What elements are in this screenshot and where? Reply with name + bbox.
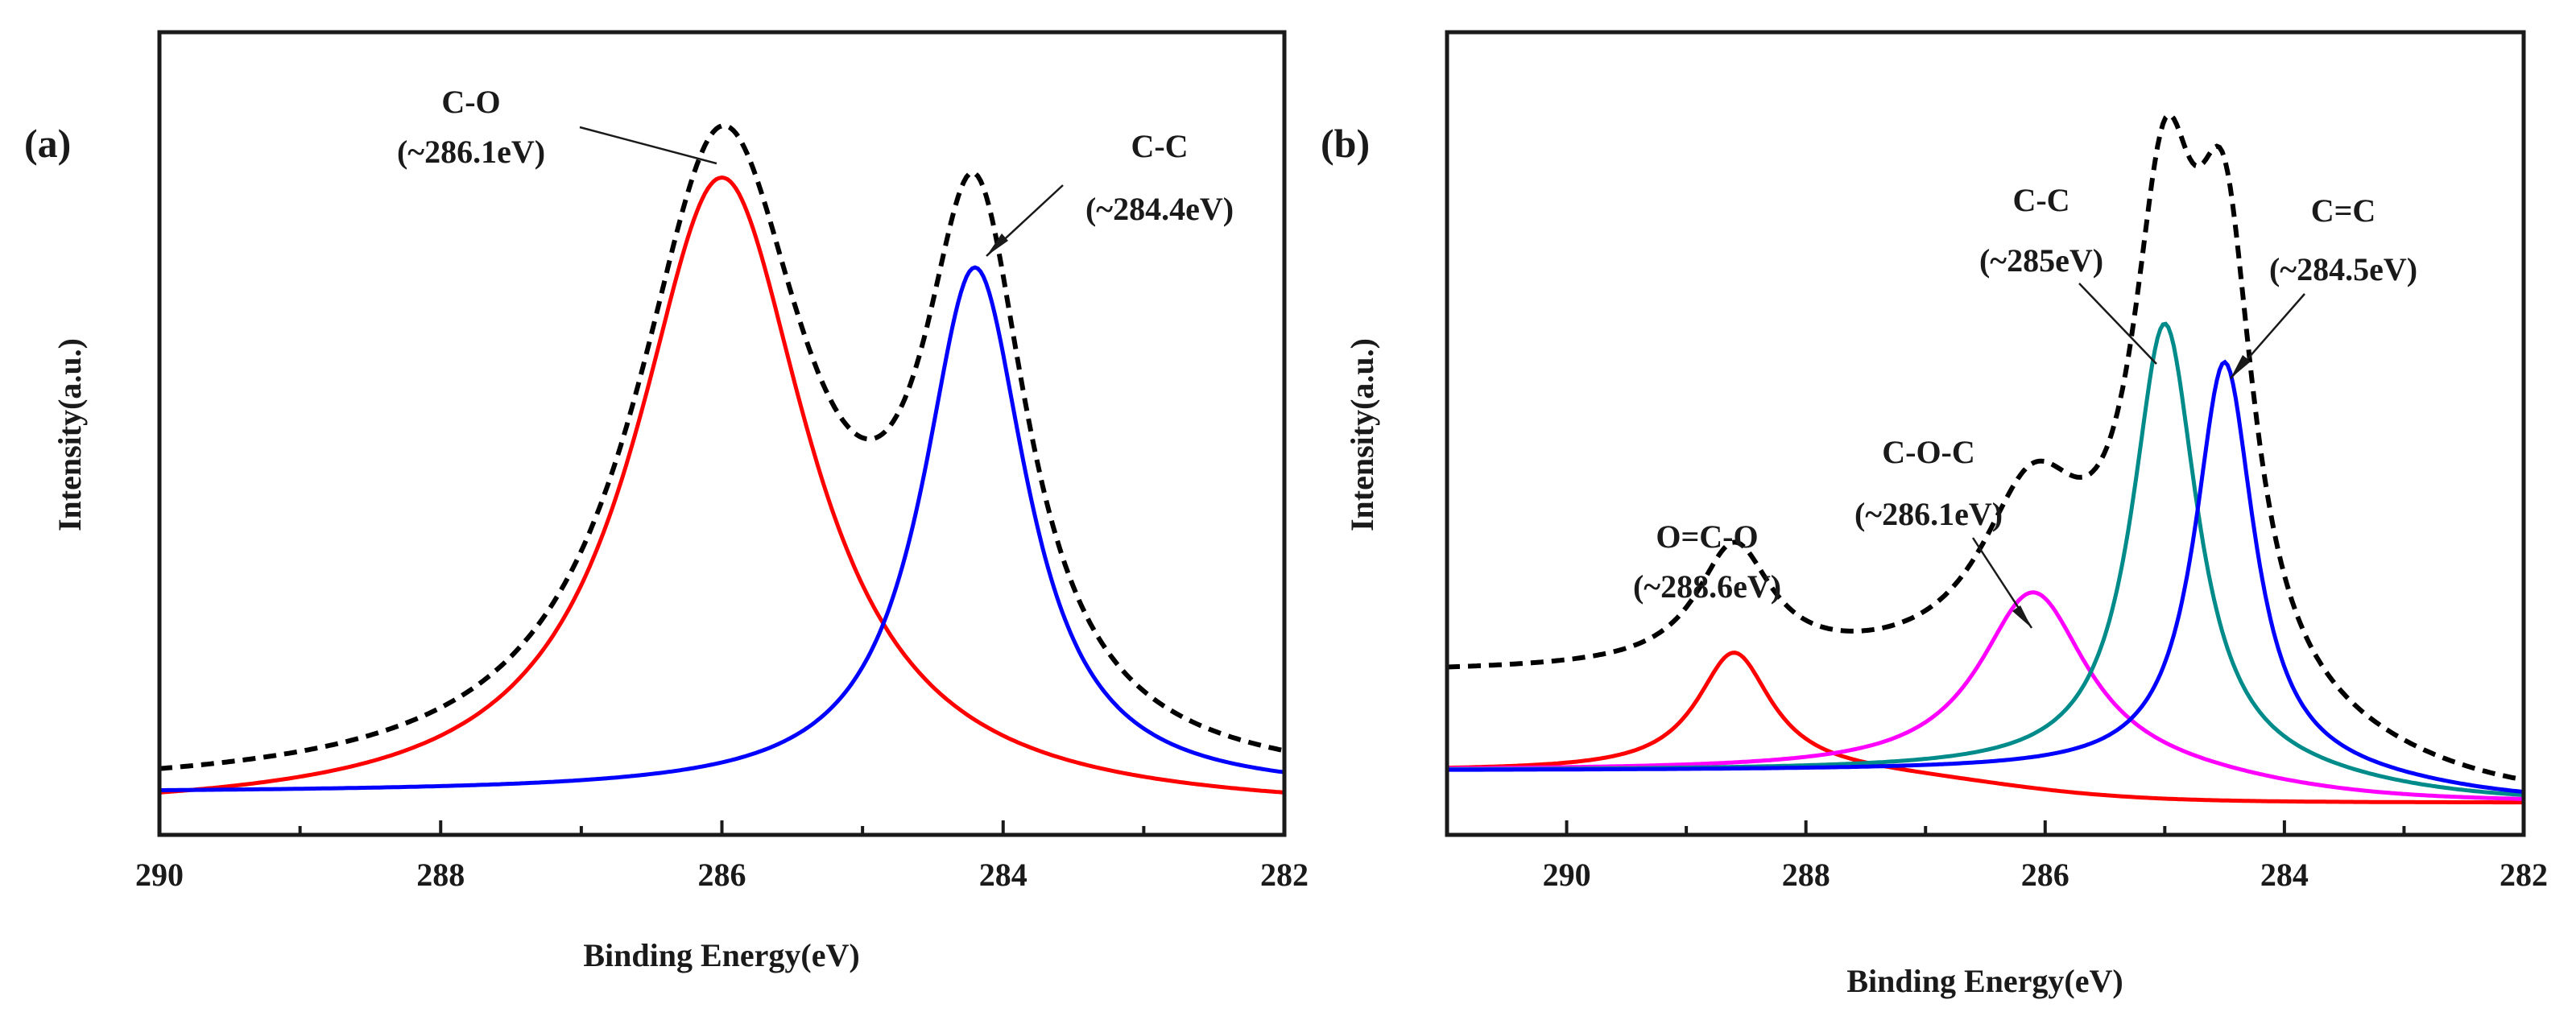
panel-b-xaxis-title: Binding Energy(eV)	[1846, 963, 2123, 999]
panel-a-xtick-label-290: 290	[135, 857, 184, 893]
panel-a-series-c-o-fit	[159, 175, 1285, 795]
panel-b-series-o-c-o-fit	[1447, 651, 2524, 805]
panel-b-plot-area	[1446, 112, 2524, 805]
panel-b-series-c-o-c-fit	[1446, 590, 2524, 801]
annotation-c-eq-c-arrowhead	[2231, 355, 2251, 378]
annotation-c-o-c: C-O-C (~286.1eV)	[1854, 434, 2033, 629]
annotation-c-c-b-name: C-C	[2012, 182, 2069, 218]
panel-b-xtick-label-288: 288	[1782, 857, 1830, 893]
panel-label-a: (a)	[24, 121, 71, 166]
annotation-c-eq-c: C=C (~284.5eV)	[2230, 192, 2417, 379]
annotation-c-eq-c-name: C=C	[2311, 192, 2376, 229]
panel-a-xtick-label-288: 288	[416, 857, 465, 893]
panel-b-xaxis-ticks	[1445, 820, 2525, 835]
panel-b-xtick-label-290: 290	[1543, 857, 1591, 893]
panel-a-series-envelope	[159, 122, 1285, 771]
annotation-c-o-c-name: C-O-C	[1882, 434, 1975, 470]
panel-b-xtick-label-286: 286	[2021, 857, 2069, 893]
annotation-c-o-c-energy: (~286.1eV)	[1854, 496, 2003, 532]
annotation-c-o-name: C-O	[441, 84, 500, 120]
panel-a: (a) 290 288 286 284 282 Binding Energy(e…	[24, 30, 1309, 973]
annotation-c-o-c-arrowhead	[2012, 605, 2032, 628]
panel-b-series-c-c-fit	[1446, 359, 2524, 794]
panel-b-xtick-label-284: 284	[2260, 857, 2309, 893]
annotation-o-c-o: O=C-O (~288.6eV)	[1633, 518, 1781, 605]
annotation-c-c: C-C (~284.4eV)	[986, 128, 1234, 257]
annotation-c-c-b-pointer	[2078, 283, 2157, 365]
annotation-c-c-arrowhead	[986, 233, 1008, 256]
panel-a-xtick-label-286: 286	[698, 857, 746, 893]
panel-b-series-c-c-fit	[1446, 321, 2524, 797]
panel-a-series-c-c-fit	[159, 265, 1285, 792]
annotation-o-c-o-energy: (~288.6eV)	[1633, 568, 1781, 605]
panel-b: (b) 290 288 286 284 282 Binding Energy(e…	[1321, 30, 2548, 999]
annotation-c-eq-c-energy: (~284.5eV)	[2269, 251, 2417, 287]
annotation-c-o-pointer	[579, 126, 717, 165]
panel-a-plot-area	[159, 122, 1285, 795]
panel-a-xaxis-title: Binding Energy(eV)	[583, 937, 859, 973]
panel-a-frame	[157, 30, 1287, 837]
panel-a-xaxis-ticks	[158, 820, 1286, 835]
annotation-c-o-energy: (~286.1eV)	[397, 134, 545, 170]
panel-label-b: (b)	[1321, 121, 1370, 166]
annotation-o-c-o-name: O=C-O	[1656, 518, 1758, 555]
annotation-c-c-energy: (~284.4eV)	[1085, 191, 1234, 227]
annotation-c-o: C-O (~286.1eV)	[397, 84, 717, 170]
panel-b-frame	[1445, 30, 2526, 837]
annotation-c-c-name: C-C	[1131, 128, 1188, 164]
panel-a-xtick-label-282: 282	[1260, 857, 1309, 893]
panel-b-series-envelope	[1446, 112, 2524, 783]
panel-a-xtick-label-284: 284	[979, 857, 1028, 893]
panel-a-yaxis-title: Intensity(a.u.)	[52, 338, 88, 531]
panel-b-yaxis-title: Intensity(a.u.)	[1344, 338, 1380, 531]
panel-b-xtick-label-282: 282	[2500, 857, 2548, 893]
annotation-c-c-b: C-C (~285eV)	[1979, 182, 2157, 365]
annotation-c-c-b-energy: (~285eV)	[1979, 242, 2103, 279]
